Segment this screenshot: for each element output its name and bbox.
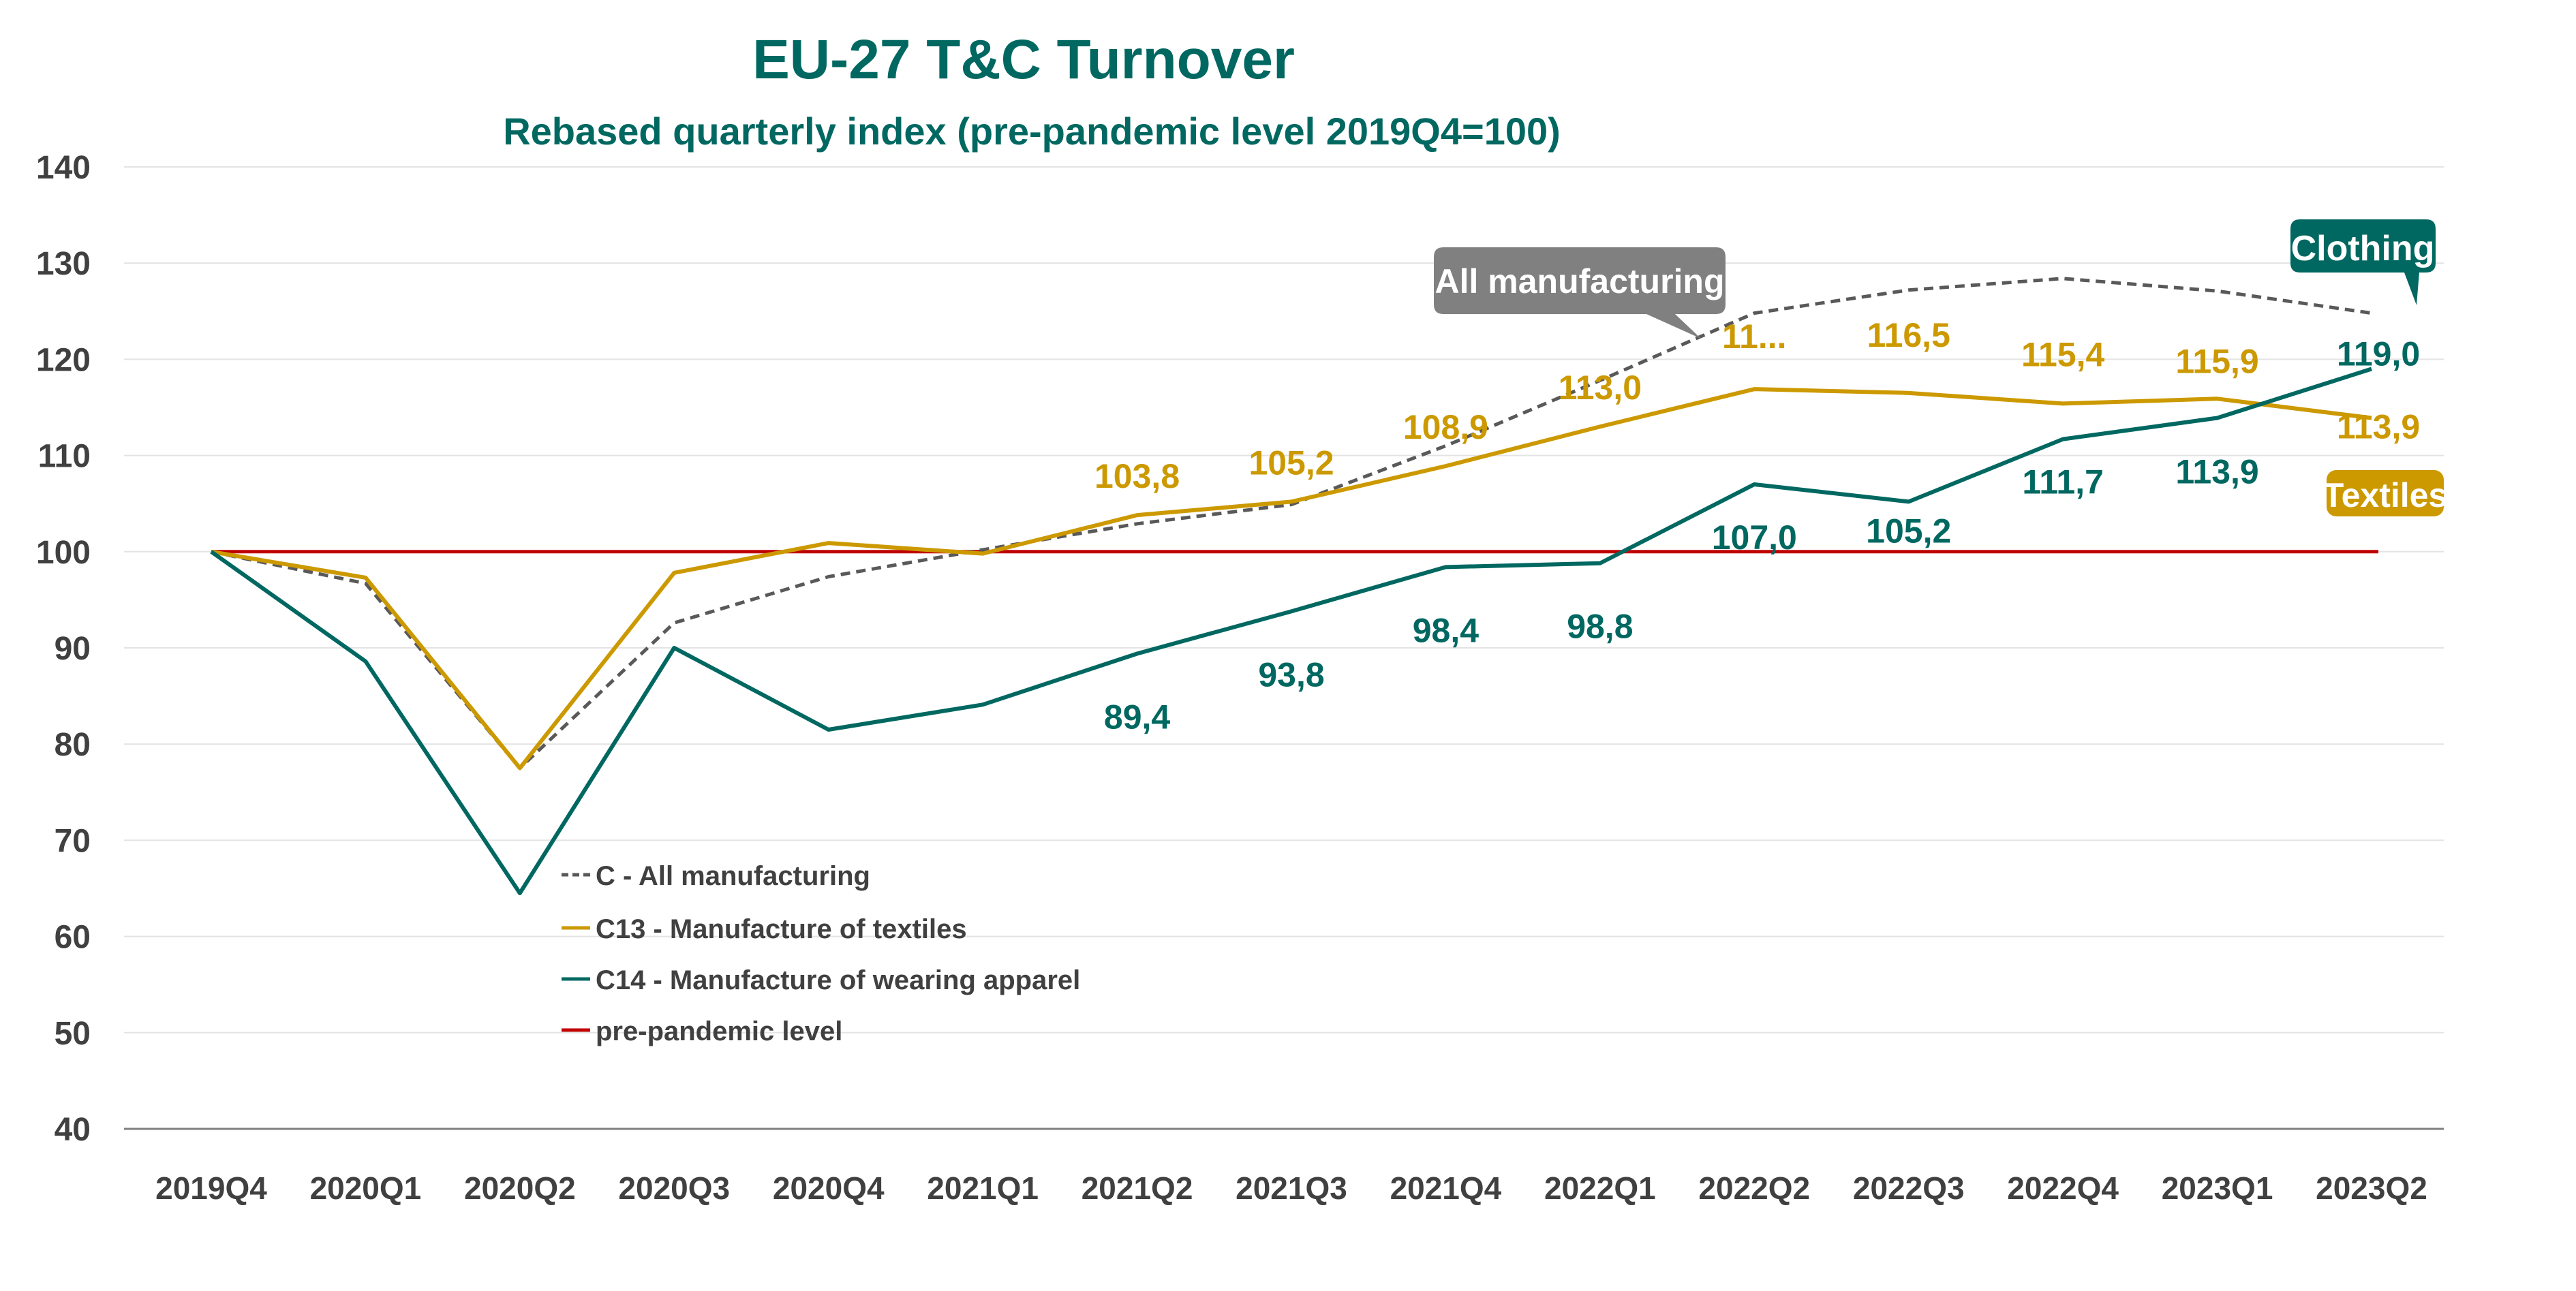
x-tick-label: 2020Q2	[464, 1170, 576, 1206]
callout-all-manufacturing	[1434, 247, 1726, 339]
legend-label: pre-pandemic level	[596, 1016, 842, 1046]
series-line-1	[211, 277, 2372, 770]
x-tick-label: 2021Q1	[927, 1170, 1039, 1206]
x-tick-label: 2022Q4	[2007, 1170, 2119, 1206]
legend-label: C13 - Manufacture of textiles	[596, 914, 967, 944]
series-line-2	[211, 387, 2372, 771]
x-tick-label: 2022Q2	[1698, 1170, 1810, 1206]
x-tick-label: 2020Q4	[773, 1170, 885, 1206]
legend-label: C14 - Manufacture of wearing apparel	[596, 965, 1080, 995]
data-label: 107,0	[1712, 518, 1797, 557]
data-label: 105,2	[1866, 512, 1951, 550]
legend-label: C - All manufacturing	[596, 861, 870, 891]
y-tick-label: 80	[55, 727, 91, 763]
data-label: 93,8	[1258, 655, 1324, 694]
x-tick-label: 2021Q2	[1082, 1170, 1193, 1206]
x-axis-ticks: 2019Q4 2020Q1 2020Q2 2020Q3 2020Q4 2021Q1 2021…	[155, 1170, 2427, 1206]
data-label: 113,9	[2337, 408, 2420, 446]
callout-textiles	[2327, 470, 2444, 516]
y-tick-label: 60	[55, 920, 91, 956]
x-tick-label: 2020Q3	[618, 1170, 730, 1206]
y-tick-label: 40	[55, 1112, 91, 1148]
data-label: 113,9	[2175, 453, 2258, 491]
legend: C - All manufacturing C13 - Manufacture o…	[562, 861, 1080, 1046]
x-tick-label: 2021Q4	[1390, 1170, 1502, 1206]
data-label: 103,8	[1094, 457, 1180, 495]
data-label: 119,0	[2337, 335, 2420, 373]
callout-label: All manufacturing	[1435, 262, 1724, 300]
y-tick-label: 140	[36, 150, 91, 186]
x-tick-label: 2022Q1	[1544, 1170, 1656, 1206]
x-tick-label: 2023Q2	[2316, 1170, 2427, 1206]
y-tick-label: 50	[55, 1016, 91, 1052]
chart-title: EU-27 T&C Turnover	[752, 29, 1295, 91]
callouts: All manufacturing Clothing Textiles	[1434, 219, 2447, 516]
gridlines	[124, 166, 2444, 1130]
x-tick-label: 2023Q1	[2162, 1170, 2273, 1206]
y-tick-label: 100	[36, 535, 91, 571]
data-label: 115,9	[2175, 342, 2258, 380]
y-tick-label: 90	[55, 631, 91, 667]
chart-subtitle: Rebased quarterly index (pre-pandemic le…	[503, 110, 1561, 153]
callout-label: Textiles	[2323, 476, 2448, 514]
y-tick-label: 70	[55, 823, 91, 859]
y-tick-label: 110	[38, 439, 91, 475]
data-label: 11...	[1722, 317, 1787, 356]
data-label: 116,5	[1867, 316, 1950, 354]
x-tick-label: 2022Q3	[1853, 1170, 1965, 1206]
x-tick-label: 2020Q1	[310, 1170, 422, 1206]
data-label: 89,4	[1104, 698, 1171, 736]
callout-clothing	[2290, 219, 2436, 305]
data-label: 98,8	[1567, 608, 1633, 646]
data-label: 113,0	[1559, 369, 1642, 407]
data-labels: 103,8 105,2 108,9 113,0 11... 116,5 115,4 115,9…	[1094, 316, 2420, 736]
x-tick-label: 2021Q3	[1236, 1170, 1347, 1206]
series-line-3	[210, 367, 2372, 896]
data-label: 111,7	[2022, 463, 2104, 501]
series-lines	[210, 277, 2378, 896]
data-label: 98,4	[1413, 611, 1479, 649]
data-label: 115,4	[2021, 335, 2105, 373]
x-tick-label: 2019Q4	[155, 1170, 267, 1206]
data-label: 108,9	[1403, 408, 1488, 446]
y-axis-ticks: 40 50 60 70 80 90 100 110 120 130 140	[36, 150, 91, 1148]
callout-label: Clothing	[2291, 229, 2435, 268]
y-tick-label: 120	[36, 342, 91, 378]
data-label: 105,2	[1248, 444, 1334, 482]
y-tick-label: 130	[36, 246, 91, 282]
